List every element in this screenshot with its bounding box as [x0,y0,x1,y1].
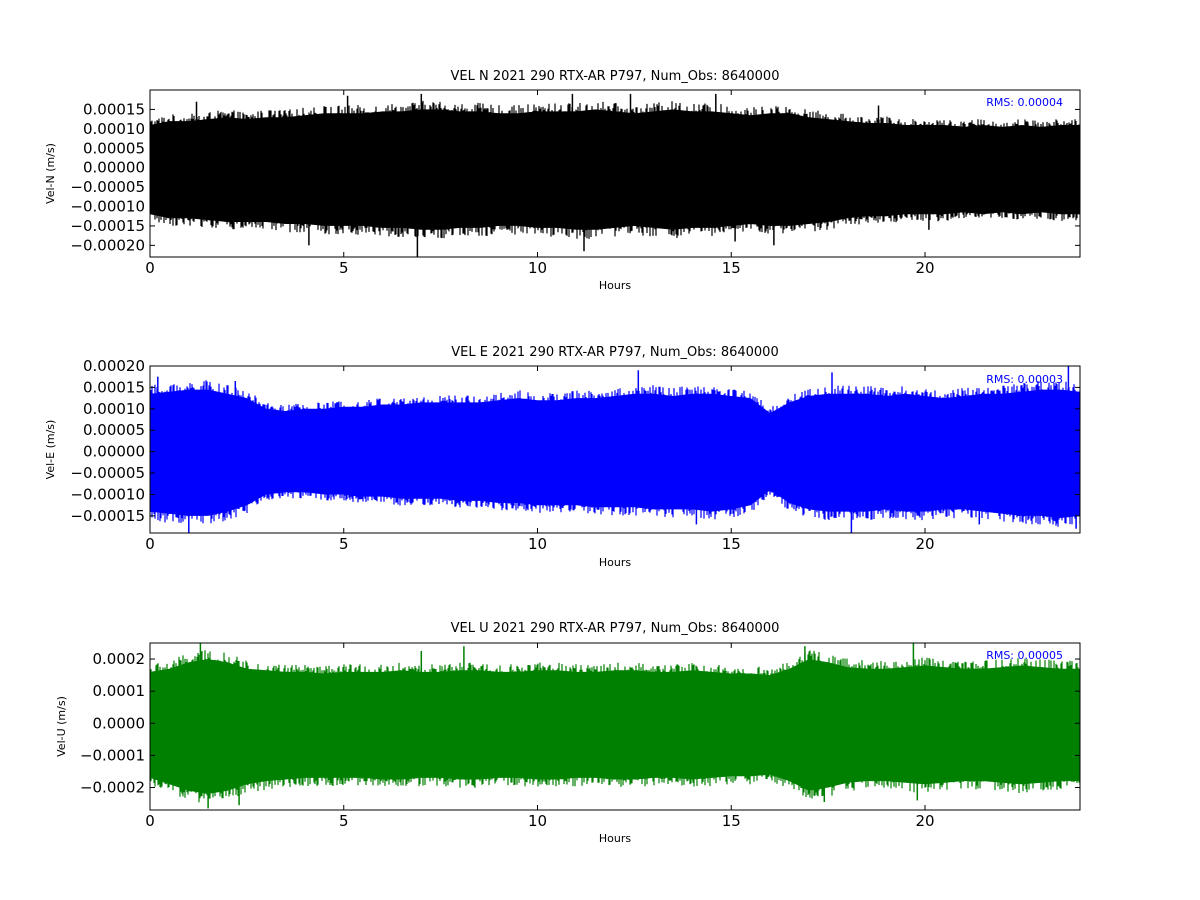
y-tick-label-vel-e-6: 0.00015 [83,378,145,396]
x-tick-label-vel-n-0: 0 [145,259,155,277]
y-tick-label-vel-u-1: −0.0001 [80,746,145,764]
x-tick-label-vel-n-3: 15 [722,259,741,277]
x-tick-label-vel-u-1: 5 [339,812,349,830]
y-tick-label-vel-e-5: 0.00010 [83,400,145,418]
x-tick-label-vel-n-1: 5 [339,259,349,277]
y-tick-label-vel-n-1: −0.00015 [70,217,145,235]
y-tick-label-vel-e-1: −0.00010 [70,485,145,503]
rms-label-vel-n: RMS: 0.00004 [986,96,1063,109]
y-tick-label-vel-e-3: 0.00000 [83,443,145,461]
axes-frame-vel-e [149,365,1081,534]
series-noise-vel-u [150,650,1080,803]
axes-frame-vel-n [149,89,1081,258]
x-axis-label-vel-n: Hours [599,279,631,292]
x-tick-label-vel-e-2: 10 [528,535,547,553]
y-tick-label-vel-e-4: 0.00005 [83,421,145,439]
plot-area-vel-n [150,93,1080,257]
rms-label-vel-e: RMS: 0.00003 [986,373,1063,386]
y-axis-vel-u: −0.0002 −0.0001 0.0000 0.0001 0.0002 [80,650,1080,797]
y-tick-label-vel-e-0: −0.00015 [70,507,145,525]
x-tick-label-vel-e-0: 0 [145,535,155,553]
series-noise-vel-e [150,380,1080,527]
y-tick-label-vel-u-2: 0.0000 [93,714,146,732]
chart-title-vel-n: VEL N 2021 290 RTX-AR P797, Num_Obs: 864… [451,69,780,84]
plot-area-vel-u [150,643,1080,809]
y-tick-label-vel-n-4: 0.00000 [83,159,145,177]
y-tick-label-vel-u-4: 0.0002 [93,650,146,668]
x-tick-label-vel-u-2: 10 [528,812,547,830]
x-axis-vel-e: 0 5 10 15 20 [145,366,935,553]
y-tick-label-vel-n-6: 0.00010 [83,120,145,138]
panel-vel-n: 0 5 10 15 20 −0.00020−0.00015−0.00010 −0.0000… [44,69,1081,292]
x-axis-label-vel-e: Hours [599,556,631,569]
y-tick-label-vel-n-0: −0.00020 [70,236,145,254]
y-tick-label-vel-n-7: 0.00015 [83,100,145,118]
y-tick-label-vel-e-7: 0.00020 [83,357,145,375]
y-axis-vel-e: −0.00015 −0.00010 −0.00005 0.00000 0.00005 0.… [70,357,1080,525]
y-tick-label-vel-n-5: 0.00005 [83,139,145,157]
x-tick-label-vel-u-4: 20 [915,812,934,830]
rms-label-vel-u: RMS: 0.00005 [986,649,1063,662]
panel-vel-e: 0 5 10 15 20 −0.00015 −0.00010 −0.00005 0.00000… [44,345,1081,569]
x-tick-label-vel-u-0: 0 [145,812,155,830]
y-axis-label-vel-e: Vel-E (m/s) [44,420,57,480]
y-axis-label-vel-u: Vel-U (m/s) [55,696,68,757]
y-tick-label-vel-u-0: −0.0002 [80,779,145,797]
panel-vel-u: 0 5 10 15 20 −0.0002 −0.0001 0.0000 0.0001 0.000… [55,621,1081,845]
x-tick-label-vel-u-3: 15 [722,812,741,830]
x-tick-label-vel-n-4: 20 [915,259,934,277]
y-tick-label-vel-e-2: −0.00005 [70,464,145,482]
x-tick-label-vel-e-1: 5 [339,535,349,553]
x-tick-label-vel-e-4: 20 [915,535,934,553]
x-axis-vel-u: 0 5 10 15 20 [145,643,935,830]
chart-title-vel-u: VEL U 2021 290 RTX-AR P797, Num_Obs: 864… [451,621,780,636]
chart-title-vel-e: VEL E 2021 290 RTX-AR P797, Num_Obs: 864… [451,345,778,360]
x-axis-vel-n: 0 5 10 15 20 [145,90,935,277]
x-tick-label-vel-e-3: 15 [722,535,741,553]
y-tick-label-vel-u-3: 0.0001 [93,682,146,700]
series-noise-vel-n [150,100,1080,239]
y-tick-label-vel-n-3: −0.00005 [70,178,145,196]
x-axis-label-vel-u: Hours [599,832,631,845]
axes-frame-vel-u [149,642,1081,811]
plot-area-vel-e [150,366,1080,533]
y-tick-label-vel-n-2: −0.00010 [70,198,145,216]
x-tick-label-vel-n-2: 10 [528,259,547,277]
y-axis-label-vel-n: Vel-N (m/s) [44,143,57,204]
